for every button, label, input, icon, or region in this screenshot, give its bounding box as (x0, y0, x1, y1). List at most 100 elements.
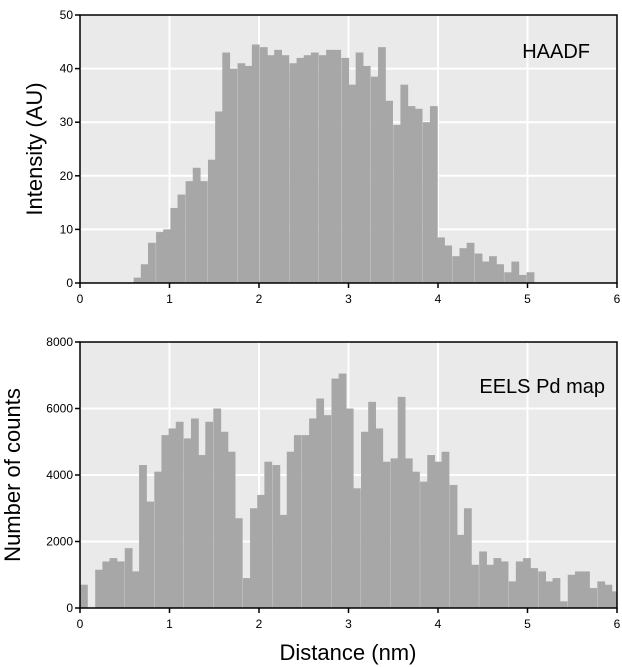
eels-y-axis-title: Number of counts (0, 388, 25, 562)
eels-bar (175, 421, 184, 608)
haadf-bar (526, 272, 535, 283)
eels-bar (404, 458, 413, 608)
eels-y-tick-label: 8000 (46, 335, 73, 349)
eels-panel-label: EELS Pd map (479, 376, 605, 398)
haadf-bar (207, 159, 216, 283)
eels-bar (264, 461, 273, 608)
haadf-bar (148, 242, 156, 283)
eels-bar (361, 431, 369, 608)
haadf-bar (393, 124, 402, 283)
haadf-bar (370, 76, 379, 283)
haadf-bar (133, 277, 142, 283)
eels-bar (420, 481, 428, 608)
eels-bar (538, 571, 547, 608)
eels-axis-ticks: 0 1 2 3 4 5 6 0 2000 4000 6000 8000 (46, 335, 620, 631)
eels-bar (412, 471, 420, 608)
haadf-bar (407, 106, 416, 284)
eels-bar (242, 578, 251, 608)
eels-bar (434, 461, 443, 608)
eels-bar (500, 561, 509, 608)
eels-bar (213, 408, 222, 608)
haadf-y-tick-label: 40 (60, 62, 74, 76)
eels-bar (124, 548, 133, 608)
haadf-bar (489, 256, 497, 283)
eels-bar (131, 571, 140, 608)
haadf-bar (466, 242, 475, 283)
eels-bar (272, 465, 281, 608)
haadf-bar (452, 256, 461, 283)
x-axis-title: Distance (nm) (280, 640, 417, 665)
haadf-bar (355, 52, 364, 283)
eels-bar (293, 435, 302, 608)
eels-bar (323, 415, 332, 608)
haadf-bar (296, 57, 305, 283)
haadf-bar (163, 229, 172, 283)
eels-x-tick-label: 3 (345, 617, 352, 631)
eels-bar (352, 488, 361, 608)
haadf-bar (281, 55, 290, 284)
eels-bars (80, 373, 618, 608)
haadf-bar (177, 194, 186, 283)
haadf-y-tick-label: 20 (60, 169, 74, 183)
eels-bar (471, 564, 479, 608)
eels-bar (309, 418, 317, 608)
eels-bar (486, 564, 495, 608)
haadf-bar (385, 100, 393, 283)
haadf-bar (444, 245, 453, 283)
haadf-panel: 0 1 2 3 4 5 6 0 10 20 30 40 50 Intensity (AU) HAADF (22, 8, 621, 306)
haadf-bar (400, 84, 409, 284)
eels-bar (109, 558, 118, 608)
haadf-bar (481, 261, 490, 283)
haadf-bar (222, 52, 231, 283)
eels-bar (80, 584, 88, 608)
haadf-bar (474, 253, 483, 283)
haadf-bar (215, 111, 223, 283)
eels-bar (286, 451, 295, 608)
haadf-bar (378, 47, 386, 283)
haadf-bar (326, 49, 334, 284)
haadf-x-tick-label: 4 (435, 292, 442, 306)
eels-bar (154, 471, 163, 608)
haadf-y-tick-label: 10 (60, 222, 74, 236)
haadf-bar (518, 274, 527, 283)
eels-bar (102, 561, 111, 608)
eels-bar (368, 401, 376, 608)
haadf-bar (156, 232, 164, 283)
eels-bar (301, 435, 310, 608)
haadf-y-tick-label: 50 (60, 8, 74, 22)
eels-bar (168, 428, 177, 608)
eels-x-tick-label: 6 (614, 617, 621, 631)
haadf-bar (504, 272, 513, 283)
eels-bar (463, 508, 472, 608)
haadf-bars (133, 44, 535, 284)
eels-bar (183, 438, 192, 608)
eels-bar (493, 558, 502, 608)
eels-y-tick-label: 6000 (46, 402, 73, 416)
haadf-bar (318, 55, 327, 284)
haadf-bar (333, 49, 342, 284)
eels-bar (508, 581, 517, 608)
eels-panel: 0 1 2 3 4 5 6 0 2000 4000 6000 8000 Number of count… (0, 335, 621, 631)
haadf-x-tick-label: 6 (614, 292, 621, 306)
haadf-bar (185, 181, 194, 283)
haadf-bar (140, 264, 149, 283)
eels-x-tick-label: 2 (256, 617, 263, 631)
eels-bar (515, 561, 524, 608)
haadf-bar (229, 68, 238, 283)
eels-bar (597, 581, 606, 608)
eels-bar (95, 569, 103, 608)
haadf-x-tick-label: 3 (345, 292, 352, 306)
haadf-bar (259, 47, 268, 283)
eels-bar (190, 418, 199, 608)
eels-bar (382, 461, 391, 608)
haadf-bar (289, 63, 298, 283)
haadf-y-tick-label: 0 (66, 276, 73, 290)
eels-bar (589, 588, 598, 608)
eels-bar (611, 591, 618, 608)
haadf-y-tick-label: 30 (60, 115, 74, 129)
haadf-bar (429, 106, 438, 284)
eels-bar (582, 571, 590, 608)
eels-bar (227, 451, 236, 608)
haadf-bar (170, 207, 179, 283)
